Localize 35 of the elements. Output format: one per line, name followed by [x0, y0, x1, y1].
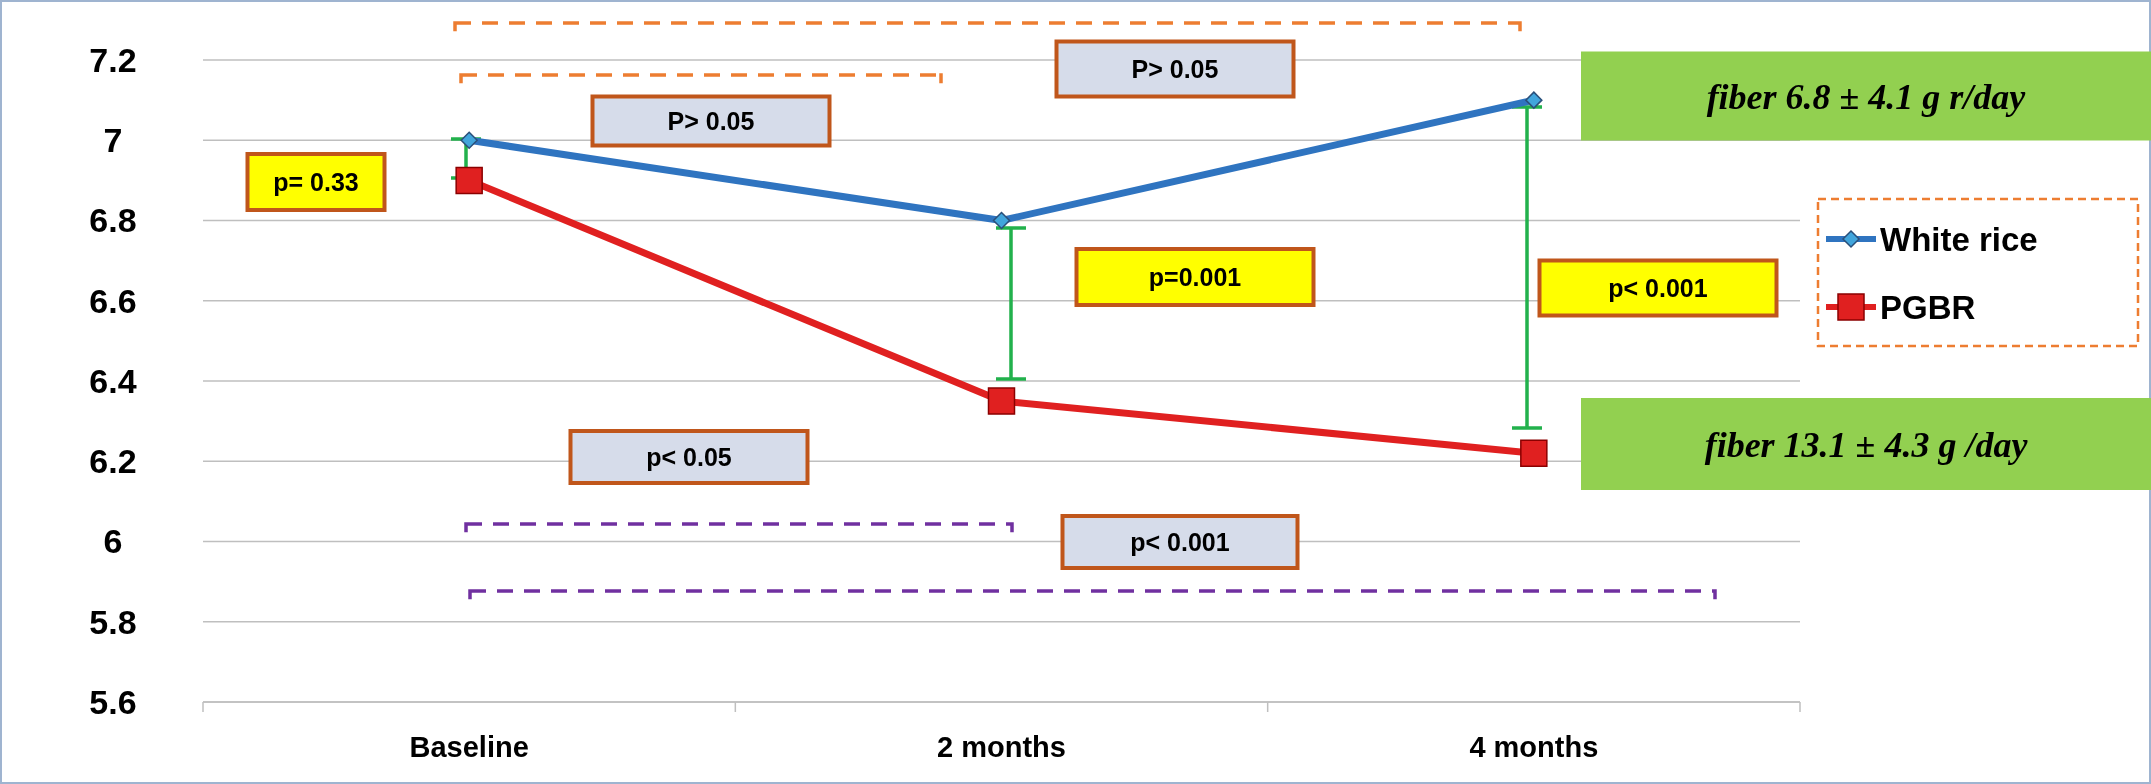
x-tick-label: Baseline — [409, 731, 529, 763]
text-box: p< 0.05 — [568, 429, 810, 485]
annotation: P> 0.05 — [1131, 54, 1219, 83]
text-box: P> 0.05 — [590, 94, 832, 148]
text-box: p< 0.001 — [1060, 514, 1300, 570]
annotation: p< 0.001 — [1608, 273, 1708, 302]
annotation: p= 0.33 — [273, 167, 359, 196]
y-tick-label: 6.6 — [89, 281, 137, 320]
annotation: p< 0.05 — [646, 442, 732, 471]
x-tick-label: 4 months — [1469, 731, 1599, 763]
y-tick-label: 6.8 — [89, 201, 137, 240]
y-tick-label: 5.6 — [89, 682, 137, 721]
y-tick-label: 7 — [103, 121, 123, 160]
y-tick-label: 6 — [103, 522, 123, 561]
annotation: p=0.001 — [1148, 262, 1242, 291]
y-tick-label: 7.2 — [89, 40, 137, 79]
y-tick-label: 6.4 — [89, 361, 137, 400]
text-box: p< 0.001 — [1537, 258, 1779, 318]
text-box: P> 0.05 — [1054, 39, 1296, 99]
x-tick-label: 2 months — [937, 731, 1066, 763]
legend-label: White rice — [1880, 220, 2038, 258]
text-box: fiber 13.1 ± 4.3 g /day — [1581, 398, 2151, 490]
annotation: fiber 13.1 ± 4.3 g /day — [1704, 424, 2029, 465]
y-tick-label: 5.8 — [89, 602, 137, 641]
text-box: p= 0.33 — [245, 152, 387, 212]
y-tick-label: 6.2 — [89, 442, 137, 481]
legend-label: PGBR — [1880, 288, 1976, 326]
annotation: P> 0.05 — [667, 106, 755, 135]
text-box: p=0.001 — [1074, 247, 1316, 307]
point — [1520, 439, 1548, 467]
annotation: fiber 6.8 ± 4.1 g r/day — [1706, 76, 2027, 117]
point — [987, 387, 1016, 415]
text-box: fiber 6.8 ± 4.1 g r/day — [1581, 51, 2151, 141]
annotation: p< 0.001 — [1130, 527, 1230, 556]
point — [455, 166, 483, 195]
